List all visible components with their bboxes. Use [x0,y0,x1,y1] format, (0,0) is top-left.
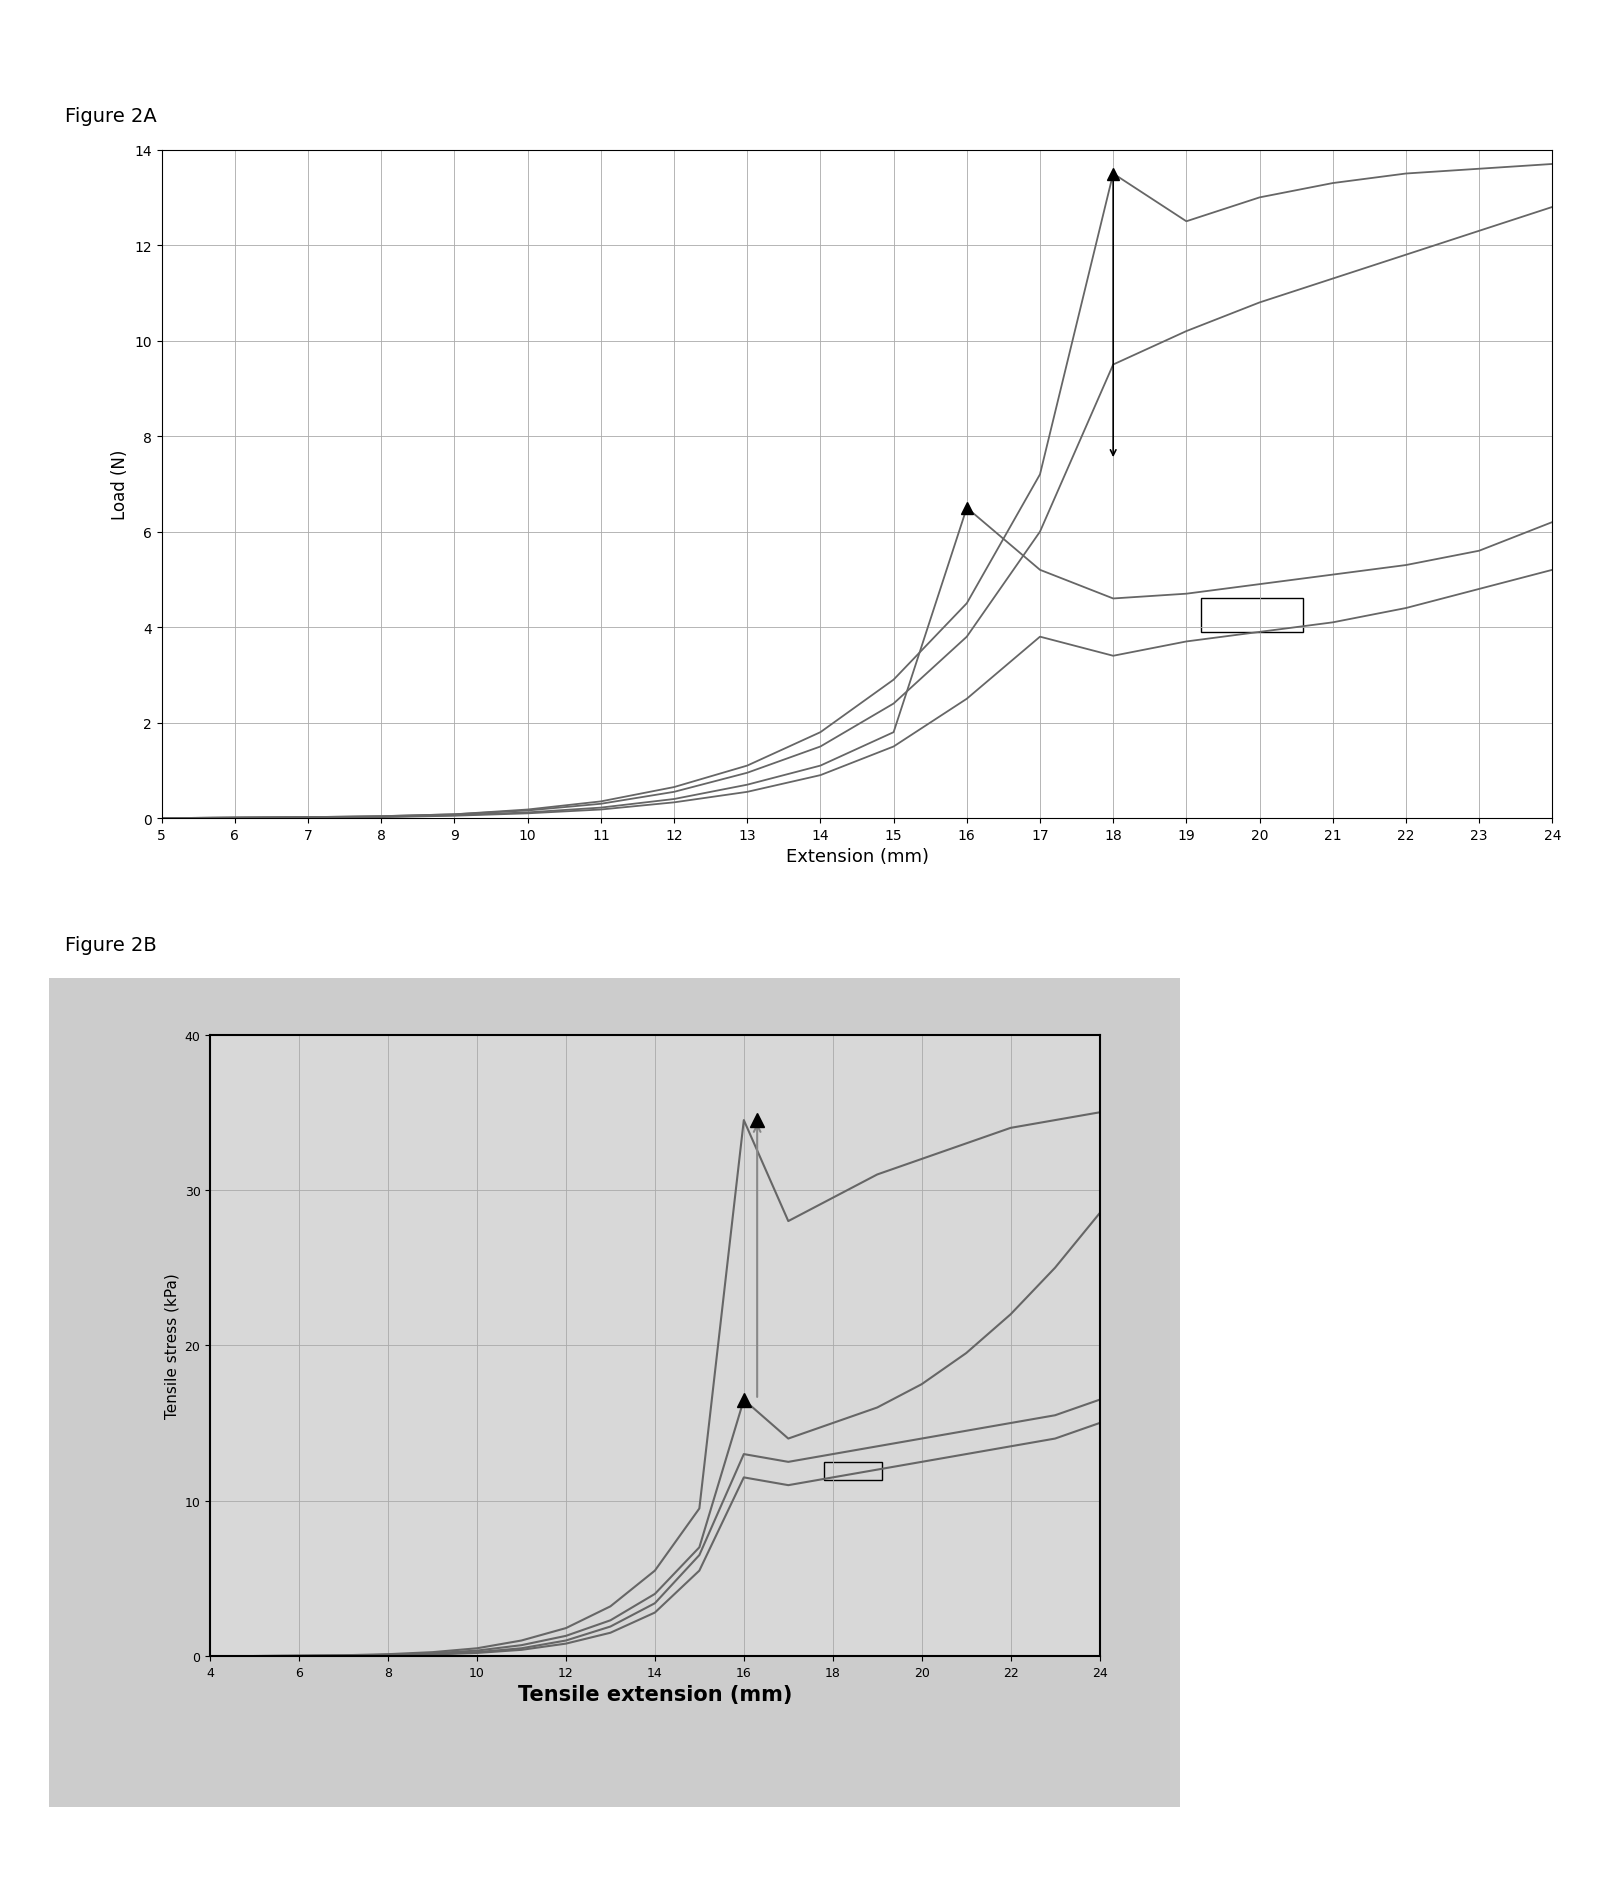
Text: Figure 2A: Figure 2A [65,107,157,126]
Bar [1201,598,1303,632]
X-axis label: Extension (mm): Extension (mm) [786,849,928,866]
Y-axis label: Tensile stress (kPa): Tensile stress (kPa) [163,1272,179,1419]
FancyBboxPatch shape [37,971,1192,1814]
Text: Figure 2B: Figure 2B [65,935,157,954]
Y-axis label: Load (N): Load (N) [112,450,129,519]
Bar [825,1462,881,1481]
X-axis label: Tensile extension (mm): Tensile extension (mm) [517,1684,792,1705]
